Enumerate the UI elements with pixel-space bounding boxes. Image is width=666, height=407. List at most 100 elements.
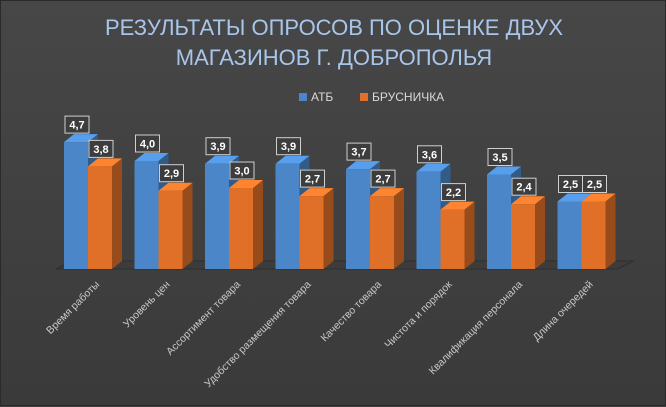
bar-front-brusnichka-6 — [440, 209, 465, 269]
value-label-text-brusnichka-5: 2,7 — [375, 174, 390, 186]
value-label-box-atb-3 — [205, 137, 231, 156]
value-label-atb-7: 3,5 — [487, 148, 513, 166]
value-label-box-atb-5 — [346, 142, 372, 161]
category-label-6: Чистота и порядок — [382, 278, 455, 351]
bar-front-brusnichka-1 — [88, 166, 112, 269]
bar-top-brusnichka-6 — [440, 201, 475, 210]
value-label-brusnichka-8: 2,5 — [582, 175, 607, 193]
value-label-text-atb-1: 4,7 — [69, 120, 84, 132]
value-label-text-atb-5: 3,7 — [351, 147, 366, 159]
value-label-text-atb-6: 3,6 — [422, 149, 437, 161]
bar-front-brusnichka-8 — [581, 201, 606, 269]
bar-front-atb-7 — [487, 174, 511, 269]
bar-top-brusnichka-1 — [88, 158, 122, 167]
chart-title-line-1: РЕЗУЛЬТАТЫ ОПРОСОВ ПО ОЦЕНКЕ ДВУХ — [105, 15, 563, 40]
bar-side-brusnichka-7 — [535, 196, 545, 269]
value-label-brusnichka-3: 3,0 — [229, 161, 255, 180]
bar-side-brusnichka-2 — [182, 182, 193, 269]
bar-brusnichka-1 — [88, 158, 122, 269]
bar-side-brusnichka-3 — [253, 180, 263, 269]
value-label-brusnichka-4: 2,7 — [300, 169, 325, 188]
value-label-atb-5: 3,7 — [346, 142, 372, 161]
category-label-8: Длина очередей — [531, 279, 596, 344]
category-label-1: Время работы — [44, 279, 102, 337]
bar-top-atb-8 — [557, 193, 592, 202]
value-label-box-brusnichka-7 — [511, 177, 537, 196]
value-labels-group: 4,7 3,8 4,0 2,9 3,9 3,0 3,9 2,7 3,7 2,7 3,6 2,2 3,5 2… — [64, 115, 607, 202]
bar-top-atb-5 — [346, 161, 380, 170]
value-label-atb-2: 4,0 — [135, 134, 160, 153]
value-label-box-brusnichka-3 — [229, 161, 255, 180]
value-label-box-brusnichka-2 — [159, 164, 184, 183]
bar-top-brusnichka-4 — [299, 188, 334, 197]
bar-side-brusnichka-4 — [323, 188, 334, 269]
legend-swatch-atb — [299, 93, 307, 101]
legend-label-atb: АТБ — [311, 90, 333, 104]
value-label-atb-6: 3,6 — [417, 145, 442, 164]
bar-front-brusnichka-4 — [299, 196, 324, 269]
value-label-brusnichka-5: 2,7 — [370, 169, 396, 188]
bar-top-brusnichka-2 — [158, 182, 193, 191]
bar-front-atb-4 — [275, 163, 300, 269]
bar-brusnichka-4 — [299, 188, 334, 269]
value-label-text-atb-7: 3,5 — [492, 152, 507, 164]
value-label-box-atb-1 — [64, 115, 90, 134]
value-label-text-brusnichka-6: 2,2 — [446, 187, 461, 199]
bar-front-brusnichka-3 — [229, 188, 253, 269]
value-label-box-atb-4 — [276, 137, 301, 156]
value-label-atb-4: 3,9 — [276, 137, 301, 156]
value-label-text-brusnichka-3: 3,0 — [234, 166, 249, 178]
legend-label-brusnichka: БРУСНИЧКА — [372, 90, 444, 104]
bar-front-brusnichka-5 — [370, 196, 394, 269]
bar-front-brusnichka-2 — [158, 190, 183, 269]
value-label-brusnichka-7: 2,4 — [511, 177, 537, 196]
value-label-brusnichka-6: 2,2 — [441, 183, 466, 202]
value-label-brusnichka-2: 2,9 — [159, 164, 184, 183]
value-label-box-atb-2 — [135, 134, 160, 153]
value-label-box-brusnichka-1 — [88, 139, 114, 158]
category-label-3: Ассортимент товара — [164, 279, 243, 358]
bar-front-atb-8 — [557, 201, 582, 269]
value-label-box-atb-6 — [417, 145, 442, 164]
category-label-5: Качество товара — [318, 279, 384, 345]
bar-front-atb-2 — [134, 161, 159, 269]
bar-side-brusnichka-5 — [394, 188, 404, 269]
bar-top-atb-6 — [416, 163, 451, 172]
bars-group — [64, 134, 616, 269]
value-label-text-atb-3: 3,9 — [210, 141, 225, 153]
value-label-text-brusnichka-2: 2,9 — [164, 168, 179, 180]
legend-swatch-brusnichka — [360, 93, 368, 101]
bar-brusnichka-6 — [440, 201, 475, 269]
value-label-brusnichka-1: 3,8 — [88, 139, 114, 158]
value-label-text-atb-4: 3,9 — [281, 141, 296, 153]
bar-front-brusnichka-7 — [511, 204, 535, 269]
legend: АТБ БРУСНИЧКА — [299, 90, 444, 104]
bar-top-atb-2 — [134, 153, 169, 161]
value-label-text-brusnichka-8: 2,5 — [587, 179, 602, 191]
value-label-atb-3: 3,9 — [205, 137, 231, 156]
category-label-2: Уровень цен — [121, 278, 173, 330]
bar-top-atb-4 — [275, 155, 310, 164]
value-label-text-atb-2: 4,0 — [140, 139, 155, 151]
value-label-text-atb-8: 2,5 — [563, 179, 578, 191]
value-label-box-atb-7 — [487, 148, 513, 166]
bar-top-brusnichka-3 — [229, 180, 263, 188]
chart-title-line-2: МАГАЗИНОВ Г. ДОБРОПОЛЬЯ — [176, 45, 492, 70]
bar-front-atb-3 — [205, 163, 229, 269]
value-label-box-brusnichka-4 — [300, 169, 325, 188]
bar-brusnichka-5 — [370, 188, 404, 269]
bar-side-brusnichka-6 — [464, 201, 475, 269]
bar-side-brusnichka-8 — [605, 193, 616, 269]
bar-top-brusnichka-5 — [370, 188, 404, 197]
value-label-atb-1: 4,7 — [64, 115, 90, 134]
bar-front-atb-5 — [346, 169, 370, 269]
value-label-box-brusnichka-6 — [441, 183, 466, 202]
value-label-text-brusnichka-7: 2,4 — [516, 182, 532, 194]
bar-brusnichka-2 — [158, 182, 193, 269]
bar-brusnichka-7 — [511, 196, 545, 269]
bar-brusnichka-3 — [229, 180, 263, 269]
bar-top-brusnichka-7 — [511, 196, 545, 205]
